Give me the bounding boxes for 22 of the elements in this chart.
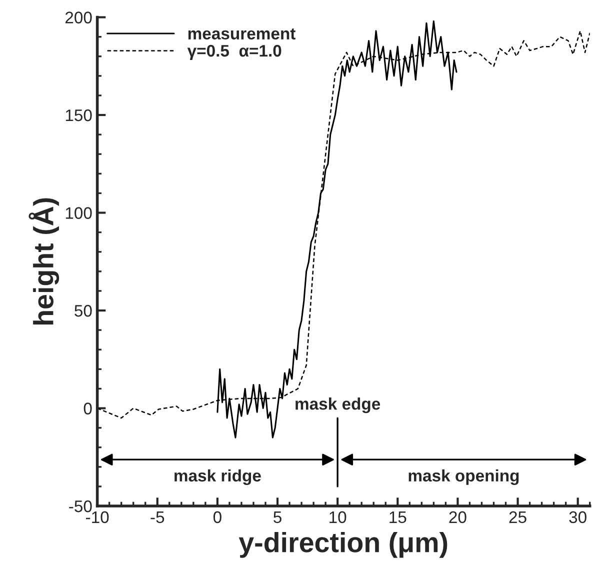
annotation: mask ridge (174, 469, 261, 485)
y-tick-label: 100 (66, 207, 92, 219)
legend-label: γ=0.5 α=1.0 (187, 44, 282, 60)
x-tick-label: -5 (150, 511, 164, 524)
x-tick-label: 15 (390, 511, 406, 524)
x-tick-label: -10 (86, 511, 109, 524)
legend-label: measurement (188, 28, 296, 40)
ref-line-label: mask edge (296, 398, 380, 414)
x-tick-label: 5 (274, 511, 282, 524)
y-tick-label: -50 (69, 500, 92, 512)
x-tick-label: 0 (213, 511, 222, 524)
y-tick-label: 150 (66, 109, 92, 122)
y-tick-label: 0 (84, 402, 92, 414)
x-tick-label: 10 (330, 511, 346, 524)
x-tick-label: 25 (509, 511, 526, 524)
x-tick-label: 20 (449, 511, 466, 524)
annotation: mask opening (408, 469, 519, 485)
x-tick-label: 30 (569, 511, 586, 524)
x-axis-title: y-direction (μm) (238, 532, 448, 558)
y-tick-label: 200 (65, 12, 92, 24)
y-axis-title: height (Å) (28, 198, 60, 324)
y-tick-label: 50 (74, 304, 92, 317)
